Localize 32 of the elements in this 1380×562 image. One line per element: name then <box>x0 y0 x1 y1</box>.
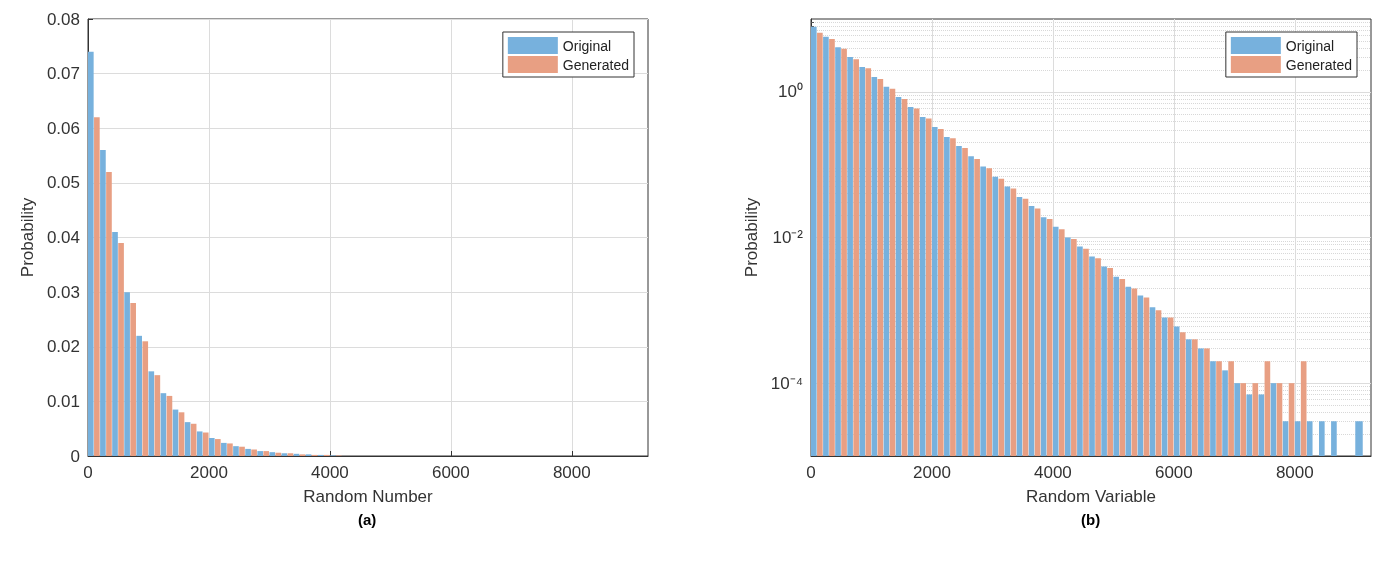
legend-label: Original <box>562 37 612 54</box>
x-axis-title: Random Number <box>303 487 434 506</box>
y-axis-title: Probability <box>741 197 761 278</box>
legend-label: Original <box>1285 37 1335 54</box>
x-tick-label: 4000 <box>310 463 349 482</box>
legend-label: Generated <box>562 56 630 73</box>
text: (a) <box>358 511 377 528</box>
y-axis-title: Probability <box>18 197 38 278</box>
x-tick-label: 8000 <box>1275 463 1314 482</box>
text: (b) <box>1081 511 1101 528</box>
x-tick-label: 0 <box>83 463 93 482</box>
x-axis-title: Random Variable <box>1025 487 1157 506</box>
y-tick-label: 10⁻⁴ <box>770 373 803 393</box>
x-tick-label: 2000 <box>913 463 951 482</box>
y-tick-label: 10⁻² <box>772 228 804 247</box>
x-tick-label: 8000 <box>552 463 591 482</box>
y-tick-label: 0.04 <box>46 228 80 247</box>
x-tick-label: 6000 <box>431 463 470 482</box>
legend-label: Generated <box>1285 56 1353 73</box>
y-tick-label: 0.08 <box>46 9 80 29</box>
x-tick-label: 0 <box>806 463 816 482</box>
y-tick-label: 0 <box>70 446 80 466</box>
y-tick-label: 10⁰ <box>778 82 803 102</box>
y-tick-label: 0.02 <box>46 337 80 357</box>
x-tick-label: 2000 <box>190 463 228 482</box>
x-tick-label: 4000 <box>1033 463 1072 482</box>
y-tick-label: 0.01 <box>46 391 80 411</box>
x-tick-label: 6000 <box>1154 463 1193 482</box>
y-tick-label: 0.05 <box>46 173 80 193</box>
y-tick-label: 0.03 <box>46 282 80 302</box>
y-tick-label: 0.07 <box>46 64 80 84</box>
y-tick-label: 0.06 <box>46 118 80 138</box>
